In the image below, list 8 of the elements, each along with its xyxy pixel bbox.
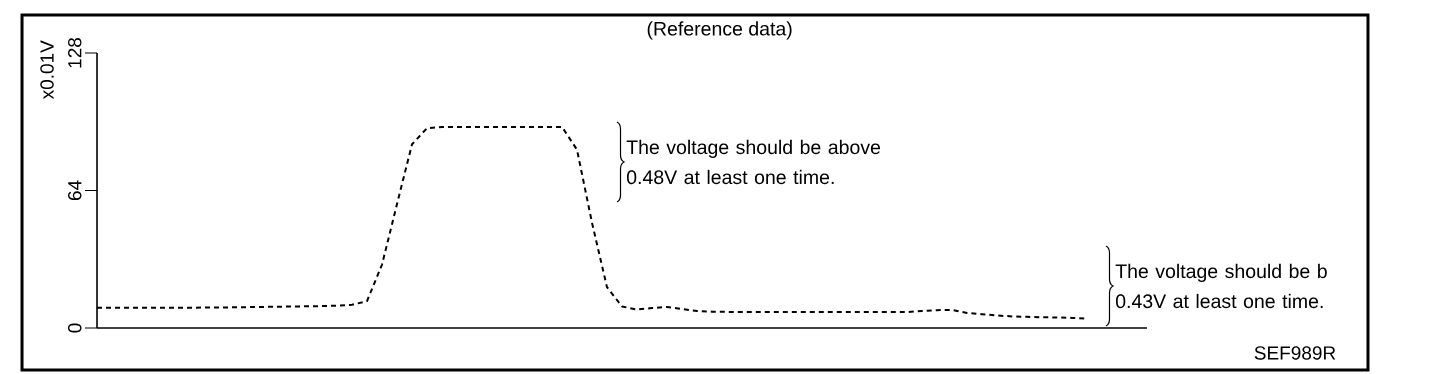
y-axis-title: x0.01V <box>40 40 54 100</box>
y-tick-label: 128 <box>68 37 82 68</box>
text: The voltage should be b 0.43V at least one time. <box>1115 263 1327 309</box>
y-tick-label: 0 <box>68 323 82 333</box>
annotation: The voltage should be above 0.48V at least one time. <box>626 139 881 185</box>
y-tick-label: 64 <box>68 180 82 201</box>
text: SEF989R <box>1254 346 1336 360</box>
chart-title: (Reference data) <box>647 21 792 40</box>
